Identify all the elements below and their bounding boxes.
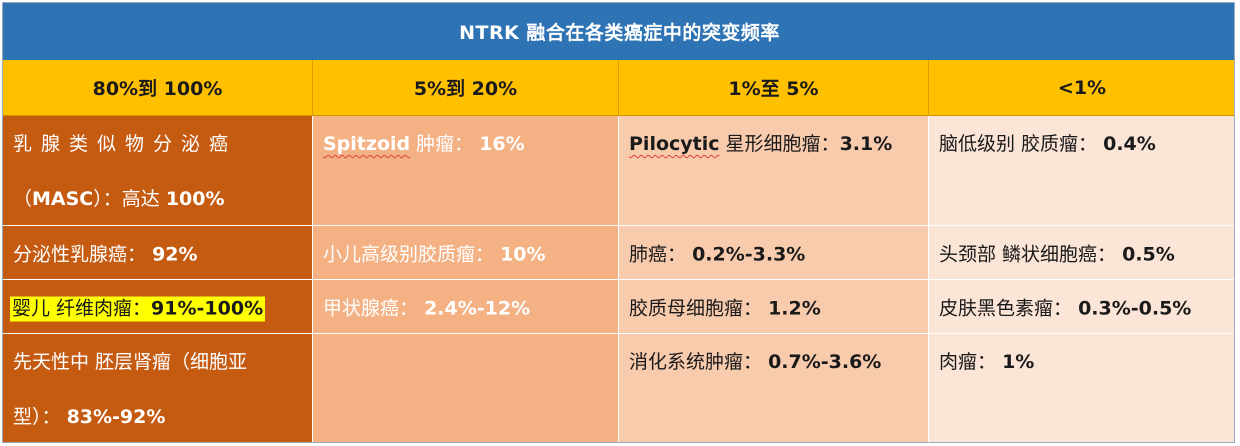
cmn-label: 型）：: [13, 406, 61, 428]
spitzoid-label: 肿瘤：: [410, 133, 474, 155]
digestive-value: 0.7%-3.6%: [768, 351, 882, 373]
thyroid-value: 2.4%-12%: [424, 297, 531, 319]
infantile-text: 婴儿 纤维肉瘤：91%-100%: [10, 293, 306, 321]
cell-lung: 肺癌： 0.2%-3.3%: [619, 226, 929, 280]
highlight-mark: 婴儿 纤维肉瘤：91%-100%: [10, 296, 266, 321]
cell-melanoma: 皮肤黑色素瘤： 0.3%-0.5%: [929, 280, 1234, 334]
gbm-text: 胶质母细胞瘤： 1.2%: [629, 293, 922, 320]
infantile-value: 91%-100%: [151, 297, 264, 319]
lgg-value: 0.4%: [1103, 133, 1156, 155]
cell-head-neck-scc: 头颈部 鳞状细胞癌： 0.5%: [929, 226, 1234, 280]
spitzoid-text: Spitzoid 肿瘤： 16%: [323, 129, 612, 156]
cmn-value: 83%-92%: [66, 406, 166, 428]
cell-congenital-mesoblastic-nephroma: 先天性中 胚层肾瘤（细胞亚 型）： 83%-92%: [3, 334, 313, 442]
pilocytic-value: 3.1%: [839, 133, 893, 155]
melanoma-label: 皮肤黑色素瘤：: [939, 297, 1073, 319]
header-1-5: 1%至 5%: [619, 60, 929, 116]
digestive-text: 消化系统肿瘤： 0.7%-3.6%: [629, 347, 922, 374]
hnscc-text: 头颈部 鳞状细胞癌： 0.5%: [939, 239, 1229, 266]
lgg-text: 脑低级别 胶质瘤： 0.4%: [939, 129, 1229, 156]
secretory-text: 分泌性乳腺癌： 92%: [13, 239, 306, 266]
thyroid-label: 甲状腺癌：: [323, 297, 419, 319]
cell-thyroid: 甲状腺癌： 2.4%-12%: [313, 280, 619, 334]
lung-label: 肺癌：: [629, 243, 687, 265]
pilocytic-text: Pilocytic 星形细胞瘤：3.1%: [629, 129, 922, 156]
header-80-100: 80%到 100%: [3, 60, 313, 116]
pilocytic-term: Pilocytic: [629, 133, 720, 155]
glioma-label: 小儿高级别胶质瘤：: [323, 243, 495, 265]
gbm-value: 1.2%: [768, 297, 821, 319]
melanoma-value: 0.3%-0.5%: [1078, 297, 1192, 319]
cell-masc: 乳腺类似物分泌癌 （MASC）：高达 100%: [3, 116, 313, 226]
cell-glioblastoma: 胶质母细胞瘤： 1.2%: [619, 280, 929, 334]
secretory-label: 分泌性乳腺癌：: [13, 243, 147, 265]
lung-text: 肺癌： 0.2%-3.3%: [629, 239, 922, 266]
header-5-20: 5%到 20%: [313, 60, 619, 116]
cell-digestive: 消化系统肿瘤： 0.7%-3.6%: [619, 334, 929, 442]
masc-value: 100%: [165, 188, 225, 210]
table-body: 80%到 100% 5%到 20% 1%至 5% <1% 乳腺类似物分泌癌 （M…: [3, 60, 1234, 442]
lung-value: 0.2%-3.3%: [692, 243, 806, 265]
cell-pilocytic: Pilocytic 星形细胞瘤：3.1%: [619, 116, 929, 226]
gbm-label: 胶质母细胞瘤：: [629, 297, 763, 319]
sarcoma-label: 肉瘤：: [939, 351, 997, 373]
cell-pediatric-glioma: 小儿高级别胶质瘤： 10%: [313, 226, 619, 280]
table-title: NTRK 融合在各类癌症中的突变频率: [3, 3, 1234, 60]
cell-spitzoid: Spitzoid 肿瘤： 16%: [313, 116, 619, 226]
digestive-label: 消化系统肿瘤：: [629, 351, 763, 373]
melanoma-text: 皮肤黑色素瘤： 0.3%-0.5%: [939, 293, 1229, 320]
cell-sarcoma: 肉瘤： 1%: [929, 334, 1234, 442]
cell-secretory-breast: 分泌性乳腺癌： 92%: [3, 226, 313, 280]
cell-infantile-fibrosarcoma: 婴儿 纤维肉瘤：91%-100%: [3, 280, 313, 334]
header-lt-1: <1%: [929, 60, 1234, 116]
masc-label: ）：高达: [93, 188, 166, 210]
masc-paren-open: （: [13, 188, 33, 210]
masc-detail: （MASC）：高达 100%: [13, 184, 306, 211]
spitzoid-value: 16%: [479, 133, 525, 155]
hnscc-value: 0.5%: [1122, 243, 1175, 265]
cmn-line2: 型）： 83%-92%: [13, 402, 306, 429]
lgg-label: 脑低级别 胶质瘤：: [939, 133, 1098, 155]
infantile-label: 婴儿 纤维肉瘤：: [12, 297, 152, 319]
cell-low-grade-glioma: 脑低级别 胶质瘤： 0.4%: [929, 116, 1234, 226]
sarcoma-text: 肉瘤： 1%: [939, 347, 1229, 374]
masc-name: 乳腺类似物分泌癌: [13, 133, 238, 155]
pilocytic-label: 星形细胞瘤：: [719, 133, 840, 155]
thyroid-text: 甲状腺癌： 2.4%-12%: [323, 293, 612, 320]
glioma-text: 小儿高级别胶质瘤： 10%: [323, 239, 612, 266]
hnscc-label: 头颈部 鳞状细胞癌：: [939, 243, 1117, 265]
glioma-value: 10%: [500, 243, 546, 265]
cmn-line1: 先天性中 胚层肾瘤（细胞亚: [13, 351, 248, 373]
sarcoma-value: 1%: [1002, 351, 1035, 373]
masc-term: MASC: [32, 188, 94, 210]
secretory-value: 92%: [152, 243, 198, 265]
spitzoid-term: Spitzoid: [323, 133, 411, 155]
cell-empty-col2: [313, 334, 619, 442]
